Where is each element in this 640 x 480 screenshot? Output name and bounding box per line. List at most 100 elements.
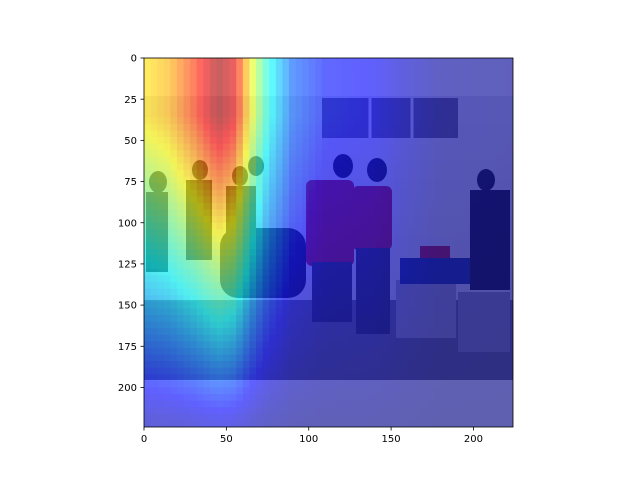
heat-cell bbox=[394, 275, 402, 283]
heat-cell bbox=[348, 301, 356, 309]
heat-cell bbox=[295, 156, 303, 165]
heat-cell bbox=[150, 156, 158, 165]
heat-cell bbox=[176, 321, 185, 329]
heat-cell bbox=[499, 104, 508, 112]
heat-cell bbox=[288, 321, 297, 329]
heat-cell bbox=[196, 123, 204, 132]
heat-cell bbox=[420, 282, 428, 290]
heat-cell bbox=[216, 314, 224, 323]
heat-cell bbox=[473, 64, 481, 72]
heat-cell bbox=[183, 413, 191, 422]
heat-cell bbox=[335, 354, 343, 362]
heat-cell bbox=[223, 123, 231, 132]
heat-cell bbox=[460, 150, 468, 158]
heat-cell bbox=[480, 394, 488, 402]
heat-cell bbox=[209, 255, 218, 263]
heat-cell bbox=[196, 407, 204, 415]
heat-cell bbox=[209, 242, 218, 250]
heat-cell bbox=[460, 110, 468, 118]
heat-cell bbox=[144, 150, 152, 158]
heat-cell bbox=[203, 380, 211, 389]
heat-cell bbox=[150, 242, 158, 250]
heat-cell bbox=[414, 288, 422, 296]
heat-cell bbox=[242, 314, 251, 323]
heat-cell bbox=[486, 341, 494, 349]
heat-cell bbox=[466, 341, 475, 349]
heat-cell bbox=[361, 64, 369, 72]
heat-cell bbox=[302, 288, 310, 296]
heat-cell bbox=[473, 268, 481, 277]
heat-cell bbox=[420, 380, 428, 389]
heat-cell bbox=[354, 77, 363, 85]
heat-cell bbox=[354, 321, 363, 329]
heat-cell bbox=[381, 216, 389, 224]
heat-cell bbox=[236, 58, 244, 66]
heat-cell bbox=[223, 400, 231, 408]
heat-cell bbox=[381, 394, 389, 402]
heat-cell bbox=[499, 420, 508, 427]
heat-cell bbox=[236, 394, 244, 402]
heat-cell bbox=[354, 380, 363, 389]
heat-cell bbox=[203, 242, 211, 250]
heat-cell bbox=[493, 150, 501, 158]
heat-cell bbox=[361, 374, 369, 382]
heat-cell bbox=[176, 117, 185, 125]
heat-cell bbox=[493, 420, 501, 427]
heat-cell bbox=[216, 361, 224, 369]
heat-cell bbox=[361, 189, 369, 197]
heat-cell bbox=[473, 189, 481, 197]
heat-cell bbox=[368, 321, 376, 329]
heat-cell bbox=[414, 249, 422, 257]
heat-cell bbox=[427, 301, 435, 309]
heat-cell bbox=[493, 295, 501, 303]
heat-cell bbox=[209, 130, 218, 138]
heat-cell bbox=[203, 295, 211, 303]
heat-cell bbox=[427, 117, 435, 125]
heat-cell bbox=[315, 400, 323, 408]
heat-cell bbox=[203, 229, 211, 237]
heat-cell bbox=[466, 400, 475, 408]
heat-cell bbox=[236, 367, 244, 375]
heat-cell bbox=[288, 387, 297, 395]
heat-cell bbox=[315, 347, 323, 356]
heat-cell bbox=[460, 347, 468, 356]
heat-cell bbox=[335, 183, 343, 191]
heat-cell bbox=[427, 249, 435, 257]
heat-cell bbox=[414, 229, 422, 237]
heat-cell bbox=[394, 123, 402, 132]
heat-cell bbox=[374, 196, 382, 204]
heat-cell bbox=[480, 328, 488, 336]
heat-cell bbox=[341, 380, 349, 389]
heat-cell bbox=[249, 308, 257, 316]
heat-cell bbox=[223, 374, 231, 382]
heat-cell bbox=[486, 143, 494, 151]
heat-cell bbox=[256, 400, 264, 408]
heat-cell bbox=[493, 163, 501, 171]
heat-cell bbox=[493, 156, 501, 165]
heat-cell bbox=[315, 328, 323, 336]
heat-cell bbox=[302, 308, 310, 316]
heat-cell bbox=[249, 143, 257, 151]
heat-cell bbox=[203, 137, 211, 145]
heat-cell bbox=[348, 143, 356, 151]
heat-cell bbox=[480, 110, 488, 118]
heat-cell bbox=[440, 117, 448, 125]
heat-cell bbox=[190, 104, 198, 112]
heat-cell bbox=[335, 163, 343, 171]
heat-cell bbox=[302, 249, 310, 257]
heat-cell bbox=[354, 202, 363, 211]
heat-cell bbox=[209, 176, 218, 184]
heat-cell bbox=[328, 380, 336, 389]
heat-cell bbox=[256, 361, 264, 369]
heat-cell bbox=[308, 77, 316, 85]
heat-cell bbox=[328, 176, 336, 184]
heat-cell bbox=[308, 97, 316, 105]
heat-cell bbox=[282, 374, 290, 382]
heat-cell bbox=[433, 288, 442, 296]
heat-cell bbox=[269, 235, 277, 244]
heat-cell bbox=[295, 216, 303, 224]
heat-cell bbox=[328, 71, 336, 79]
heat-cell bbox=[269, 97, 277, 105]
heat-cell bbox=[308, 222, 316, 230]
heat-cell bbox=[236, 183, 244, 191]
